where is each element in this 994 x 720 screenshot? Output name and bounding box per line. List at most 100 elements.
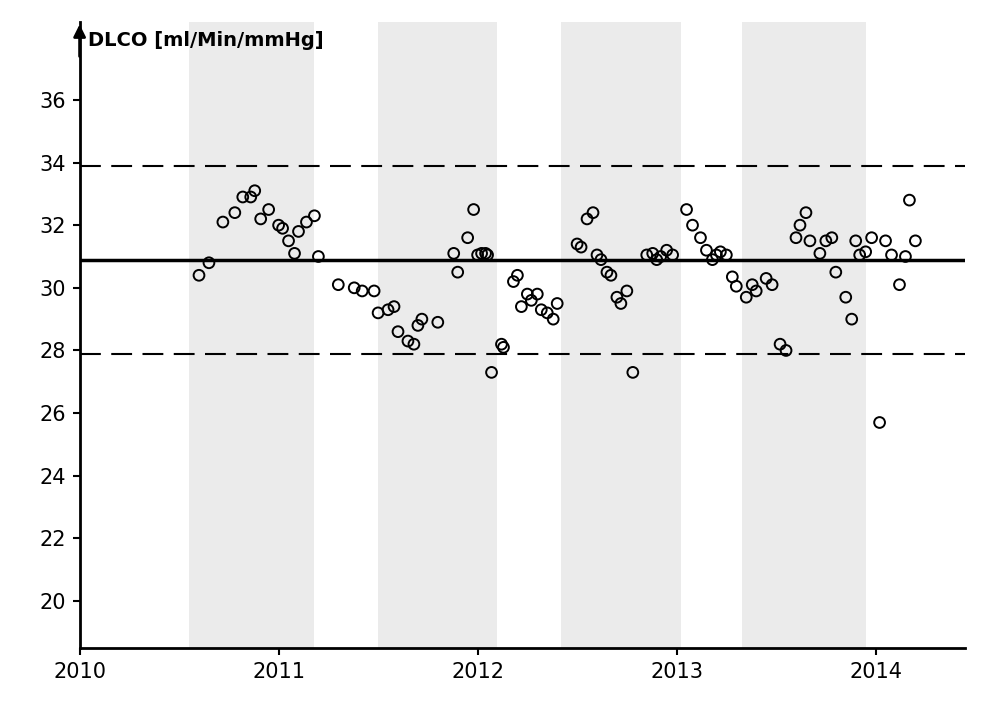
- Point: [907, 235, 922, 246]
- Point: [664, 249, 680, 261]
- Point: [857, 246, 873, 258]
- Point: [330, 279, 346, 290]
- Point: [390, 326, 406, 338]
- Point: [678, 204, 694, 215]
- Bar: [189, 22, 314, 648]
- Point: [459, 232, 475, 243]
- Point: [533, 304, 549, 315]
- Point: [410, 320, 425, 331]
- Point: [495, 341, 511, 353]
- Point: [346, 282, 362, 294]
- Point: [891, 279, 907, 290]
- Point: [380, 304, 396, 315]
- Point: [608, 292, 624, 303]
- Point: [602, 269, 618, 281]
- Point: [354, 285, 370, 297]
- Point: [310, 251, 326, 262]
- Point: [569, 238, 584, 250]
- Point: [539, 307, 555, 319]
- Point: [479, 249, 495, 261]
- Point: [712, 246, 728, 258]
- Point: [791, 220, 807, 231]
- Bar: [742, 22, 865, 648]
- Point: [652, 251, 668, 262]
- Point: [366, 285, 382, 297]
- Point: [270, 220, 286, 231]
- Point: [618, 285, 634, 297]
- Point: [414, 313, 429, 325]
- Point: [215, 216, 231, 228]
- Point: [386, 301, 402, 312]
- Point: [684, 220, 700, 231]
- Point: [529, 288, 545, 300]
- Point: [738, 292, 753, 303]
- Point: [493, 338, 509, 350]
- Point: [290, 225, 306, 237]
- Point: [843, 313, 859, 325]
- Point: [612, 297, 628, 309]
- Point: [227, 207, 243, 218]
- Point: [473, 248, 489, 259]
- Point: [545, 313, 561, 325]
- Point: [592, 254, 608, 266]
- Point: [306, 210, 322, 222]
- Point: [747, 285, 763, 297]
- Point: [851, 249, 867, 261]
- Point: [811, 248, 827, 259]
- Point: [477, 248, 493, 259]
- Point: [883, 249, 899, 261]
- Point: [469, 249, 485, 261]
- Point: [505, 276, 521, 287]
- Point: [449, 266, 465, 278]
- Point: [573, 241, 588, 253]
- Point: [823, 232, 839, 243]
- Point: [274, 222, 290, 234]
- Point: [644, 248, 660, 259]
- Bar: [378, 22, 497, 648]
- Point: [763, 279, 779, 290]
- Point: [757, 273, 773, 284]
- Point: [704, 254, 720, 266]
- Bar: [561, 22, 680, 648]
- Point: [280, 235, 296, 246]
- Point: [370, 307, 386, 319]
- Point: [191, 269, 207, 281]
- Point: [817, 235, 833, 246]
- Point: [797, 207, 813, 218]
- Point: [787, 232, 803, 243]
- Point: [298, 216, 314, 228]
- Point: [877, 235, 893, 246]
- Point: [724, 271, 740, 283]
- Point: [658, 245, 674, 256]
- Point: [243, 192, 258, 203]
- Text: DLCO [ml/Min/mmHg]: DLCO [ml/Min/mmHg]: [87, 31, 323, 50]
- Point: [837, 292, 853, 303]
- Point: [638, 249, 654, 261]
- Point: [708, 249, 724, 261]
- Point: [260, 204, 276, 215]
- Point: [624, 366, 640, 378]
- Point: [406, 338, 421, 350]
- Point: [201, 257, 217, 269]
- Point: [863, 232, 879, 243]
- Point: [901, 194, 916, 206]
- Point: [513, 301, 529, 312]
- Point: [777, 345, 793, 356]
- Point: [827, 266, 843, 278]
- Point: [718, 249, 734, 261]
- Point: [588, 249, 604, 261]
- Point: [400, 336, 415, 347]
- Point: [247, 185, 262, 197]
- Point: [523, 294, 539, 306]
- Point: [509, 269, 525, 281]
- Point: [429, 317, 445, 328]
- Point: [286, 248, 302, 259]
- Point: [692, 232, 708, 243]
- Point: [483, 366, 499, 378]
- Point: [549, 297, 565, 309]
- Point: [744, 279, 759, 290]
- Point: [519, 288, 535, 300]
- Point: [648, 254, 664, 266]
- Point: [579, 213, 594, 225]
- Point: [584, 207, 600, 218]
